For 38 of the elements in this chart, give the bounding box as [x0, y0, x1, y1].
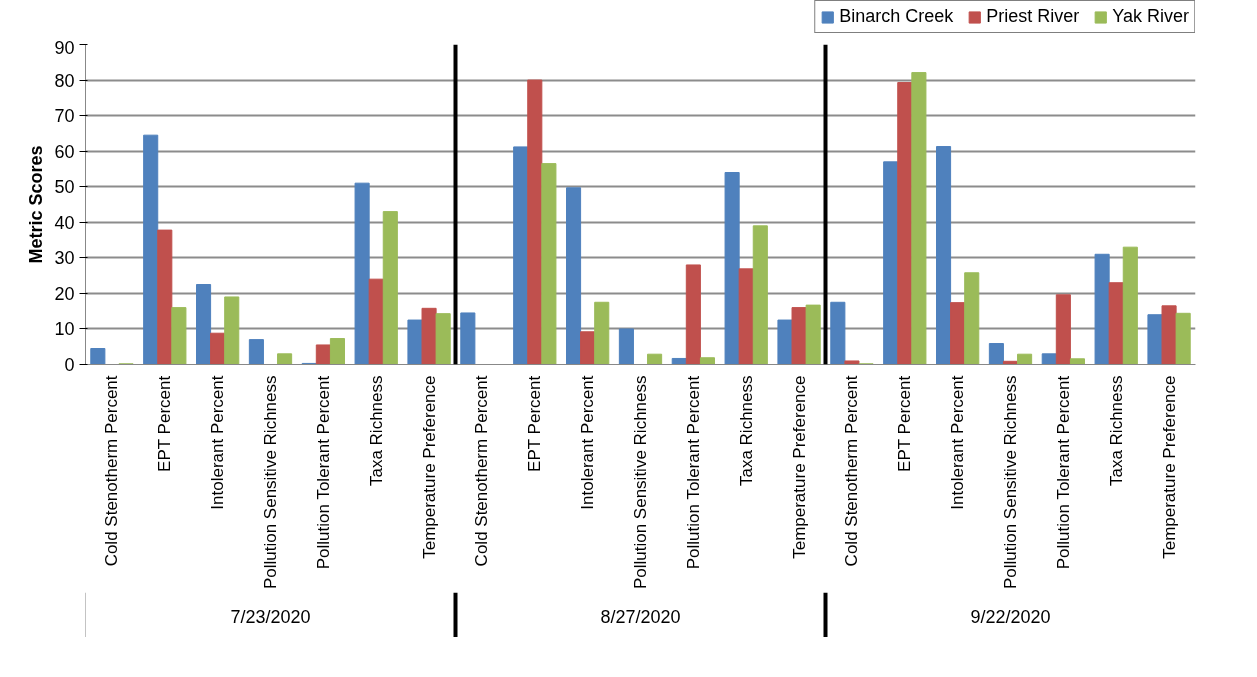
x-tick-label: Temperature Preference: [419, 375, 439, 559]
x-tick-label: Cold Stenotherm Percent: [102, 375, 122, 567]
y-tick-label: 40: [54, 212, 75, 233]
x-tick-label: EPT Percent: [525, 375, 545, 472]
y-tick-label: 50: [54, 177, 75, 198]
y-tick-label: 30: [54, 248, 75, 269]
y-tick-label: 80: [54, 70, 75, 91]
y-tick-label: 10: [54, 319, 75, 340]
legend-label: Priest River: [986, 6, 1080, 27]
x-tick-label: Pollution Tolerant Percent: [1053, 375, 1073, 570]
x-tick-label: EPT Percent: [155, 375, 175, 472]
x-tick-label: Taxa Richness: [1106, 375, 1126, 487]
x-tick-label: Taxa Richness: [366, 375, 386, 487]
x-tick-label: Intolerant Percent: [948, 375, 968, 510]
x-tick-label: EPT Percent: [895, 375, 915, 472]
x-tick-label: Cold Stenotherm Percent: [842, 375, 862, 567]
x-tick-label: Temperature Preference: [1159, 375, 1179, 559]
x-tick-label: Temperature Preference: [789, 375, 809, 559]
text: 9/22/2020: [970, 607, 1051, 628]
y-tick-label: 0: [64, 355, 75, 375]
y-tick-label: 60: [54, 141, 75, 162]
x-tick-label: Pollution Tolerant Percent: [683, 375, 703, 570]
x-tick-label: Cold Stenotherm Percent: [472, 375, 492, 567]
x-tick-label: Pollution Sensitive Richness: [1001, 375, 1020, 590]
y-tick-label: 70: [54, 106, 75, 127]
y-axis-title: Metric Scores: [26, 145, 47, 264]
legend-label: Binarch Creek: [839, 6, 954, 27]
x-tick-label: Pollution Tolerant Percent: [313, 375, 333, 570]
legend-label: Yak River: [1112, 6, 1189, 27]
y-tick-label: 90: [54, 37, 75, 58]
x-tick-label: Intolerant Percent: [208, 375, 228, 510]
text: 8/27/2020: [600, 607, 681, 628]
y-tick-label: 20: [54, 283, 75, 304]
x-tick-label: Pollution Sensitive Richness: [631, 375, 650, 590]
x-tick-label: Taxa Richness: [736, 375, 756, 487]
x-tick-label: Intolerant Percent: [578, 375, 598, 510]
x-tick-label: Pollution Sensitive Richness: [261, 375, 280, 590]
text: 7/23/2020: [230, 607, 311, 628]
